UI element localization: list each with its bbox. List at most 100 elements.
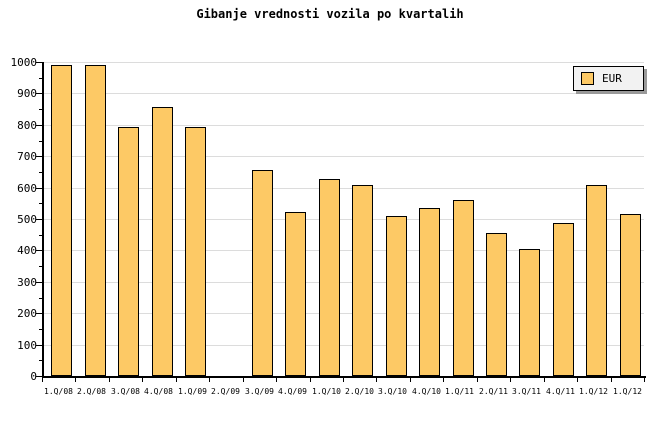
x-axis-tick <box>544 378 545 382</box>
x-axis-tick <box>477 378 478 382</box>
x-axis-tick <box>510 378 511 382</box>
x-axis-label: 2.Q/10 <box>345 387 374 396</box>
x-axis-tick <box>376 378 377 382</box>
bar <box>118 127 139 376</box>
x-axis-label: 2.Q/11 <box>479 387 508 396</box>
x-axis-label: 3.Q/11 <box>512 387 541 396</box>
y-axis-minor-tick <box>39 141 42 142</box>
y-axis-label: 300 <box>17 276 37 289</box>
bar <box>519 249 540 376</box>
y-axis-minor-tick <box>39 266 42 267</box>
y-axis-label: 900 <box>17 87 37 100</box>
x-axis-label: 1.Q/09 <box>178 387 207 396</box>
gridline <box>42 250 644 251</box>
bar <box>285 212 306 376</box>
x-axis-label: 2.Q/09 <box>211 387 240 396</box>
x-axis-label: 1.Q/10 <box>312 387 341 396</box>
x-axis-label: 1.Q/12 <box>613 387 642 396</box>
y-axis-tick <box>36 156 42 157</box>
x-axis-tick <box>209 378 210 382</box>
y-axis-minor-tick <box>39 78 42 79</box>
x-axis-tick <box>310 378 311 382</box>
y-axis-label: 400 <box>17 244 37 257</box>
x-axis-tick <box>577 378 578 382</box>
bar <box>51 65 72 376</box>
bar <box>386 216 407 376</box>
bar <box>152 107 173 376</box>
gridline <box>42 125 644 126</box>
bar <box>586 185 607 376</box>
x-axis-tick <box>42 378 43 382</box>
y-axis-tick <box>36 93 42 94</box>
y-axis-label: 800 <box>17 119 37 132</box>
x-axis-tick <box>176 378 177 382</box>
y-axis-label: 200 <box>17 307 37 320</box>
y-axis-tick <box>36 188 42 189</box>
bar <box>319 179 340 376</box>
y-axis-minor-tick <box>39 203 42 204</box>
gridline <box>42 188 644 189</box>
bar <box>553 223 574 376</box>
y-axis-minor-tick <box>39 360 42 361</box>
x-axis-label: 3.Q/09 <box>245 387 274 396</box>
x-axis-tick <box>243 378 244 382</box>
bar <box>85 65 106 376</box>
chart-title: Gibanje vrednosti vozila po kvartalih <box>196 7 464 21</box>
x-axis-tick <box>443 378 444 382</box>
x-axis-label: 3.Q/08 <box>111 387 140 396</box>
y-axis-tick <box>36 282 42 283</box>
y-axis-tick <box>36 345 42 346</box>
bar <box>252 170 273 376</box>
y-axis-minor-tick <box>39 298 42 299</box>
x-axis-label: 1.Q/11 <box>445 387 474 396</box>
x-axis-label: 1.Q/12 <box>579 387 608 396</box>
y-axis-label: 600 <box>17 182 37 195</box>
gridline <box>42 62 644 63</box>
bar <box>185 127 206 376</box>
x-axis-tick <box>644 378 645 382</box>
y-axis-label: 700 <box>17 150 37 163</box>
x-axis-tick <box>276 378 277 382</box>
y-axis-tick <box>36 313 42 314</box>
x-axis-tick <box>611 378 612 382</box>
x-axis-label: 3.Q/10 <box>378 387 407 396</box>
x-axis-label: 4.Q/11 <box>546 387 575 396</box>
y-axis-minor-tick <box>39 109 42 110</box>
y-axis-tick <box>36 219 42 220</box>
x-axis-label: 4.Q/09 <box>278 387 307 396</box>
x-axis-tick <box>343 378 344 382</box>
x-axis-tick <box>75 378 76 382</box>
bar <box>620 214 641 376</box>
gridline <box>42 156 644 157</box>
legend-swatch-icon <box>581 72 594 85</box>
y-axis-minor-tick <box>39 329 42 330</box>
y-axis-label: 100 <box>17 339 37 352</box>
y-axis-tick <box>36 125 42 126</box>
gridline <box>42 313 644 314</box>
bar <box>486 233 507 376</box>
y-axis-label: 1000 <box>10 56 38 69</box>
x-axis-tick <box>142 378 143 382</box>
bar <box>453 200 474 376</box>
bar <box>352 185 373 376</box>
x-axis <box>42 376 646 378</box>
y-axis-label: 500 <box>17 213 37 226</box>
legend-label: EUR <box>602 72 622 85</box>
y-axis <box>42 62 44 378</box>
y-axis-tick <box>36 376 42 377</box>
y-axis-tick <box>36 250 42 251</box>
y-axis-minor-tick <box>39 235 42 236</box>
y-axis-tick <box>36 62 42 63</box>
x-axis-tick <box>109 378 110 382</box>
gridline <box>42 345 644 346</box>
gridline <box>42 93 644 94</box>
gridline <box>42 282 644 283</box>
x-axis-tick <box>410 378 411 382</box>
bar <box>419 208 440 376</box>
y-axis-label: 0 <box>30 370 37 383</box>
x-axis-label: 2.Q/08 <box>77 387 106 396</box>
y-axis-minor-tick <box>39 172 42 173</box>
x-axis-label: 1.Q/08 <box>44 387 73 396</box>
